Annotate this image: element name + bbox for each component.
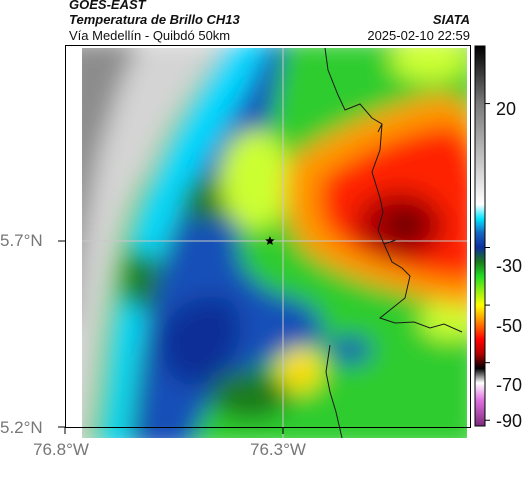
colorbar-label: -50 bbox=[496, 316, 523, 336]
satellite-imagery bbox=[82, 48, 467, 438]
lat-label-5-2: 5.2°N bbox=[0, 418, 43, 437]
colorbar-ticks bbox=[485, 103, 490, 421]
colorbar-label: -90 bbox=[496, 411, 523, 431]
location-star-marker bbox=[265, 236, 275, 246]
colorbar-label: -30 bbox=[496, 256, 523, 276]
satellite-name: GOES-EAST bbox=[69, 0, 146, 12]
agency-label: SIATA bbox=[432, 12, 470, 27]
colorbar bbox=[474, 45, 486, 427]
product-title: Temperatura de Brillo CH13 bbox=[69, 12, 240, 27]
region-subtitle: Vía Medellín - Quibdó 50km bbox=[69, 28, 231, 43]
lat-label-5-7: 5.7°N bbox=[0, 231, 43, 250]
lon-label-76-8: 76.8°W bbox=[33, 440, 89, 459]
plot-frame bbox=[65, 45, 471, 428]
timestamp-label: 2025-02-10 22:59 bbox=[367, 28, 470, 43]
colorbar-label: 20 bbox=[496, 99, 517, 119]
colorbar-label: -70 bbox=[496, 375, 523, 395]
lon-label-76-3: 76.3°W bbox=[250, 440, 306, 459]
boundary-line bbox=[324, 47, 463, 439]
